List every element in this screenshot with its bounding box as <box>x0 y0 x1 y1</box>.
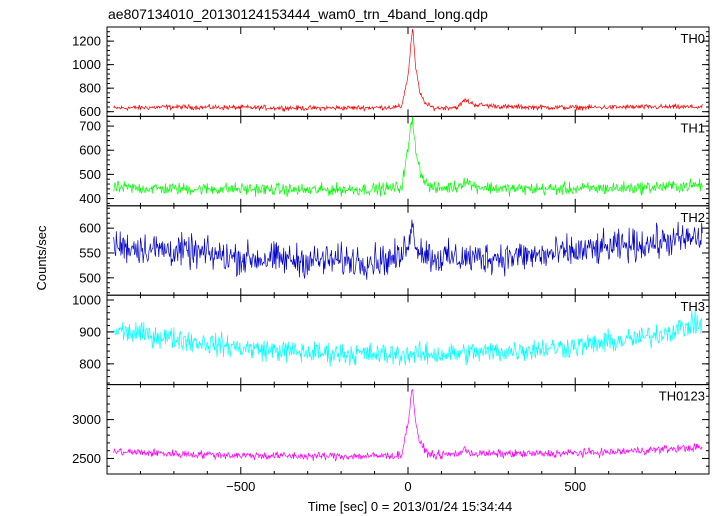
x-axis: −500 0 500 <box>226 479 586 494</box>
y-tick-label: 600 <box>79 104 101 119</box>
y-tick-label: 1200 <box>72 34 101 49</box>
y-tick-label: 3000 <box>72 412 101 427</box>
panel-th1: 400 500 600 700 TH1 <box>79 115 710 207</box>
panel-frame <box>106 115 710 207</box>
x-tick-label: −500 <box>226 479 255 494</box>
y-tick-label: 400 <box>79 191 101 206</box>
panel-label-th1: TH1 <box>680 120 705 135</box>
panel-label-th0123: TH0123 <box>659 389 705 404</box>
panel-frame <box>106 26 710 117</box>
panel-label-th2: TH2 <box>680 210 705 225</box>
y-tick-label: 500 <box>79 270 101 285</box>
series-line-th2 <box>113 219 703 280</box>
series-line-th0 <box>113 29 703 113</box>
panel-th0: 600 800 1000 1200 TH0 <box>72 26 710 119</box>
y-tick-label: 500 <box>79 167 101 182</box>
y-tick-label: 1000 <box>72 292 101 307</box>
y-tick-label: 900 <box>79 324 101 339</box>
y-tick-label: 550 <box>79 245 101 260</box>
y-tick-label: 600 <box>79 221 101 236</box>
x-tick-label: 0 <box>404 479 411 494</box>
y-tick-label: 600 <box>79 143 101 158</box>
panel-label-th3: TH3 <box>680 299 705 314</box>
series-line-th3 <box>113 309 703 367</box>
x-tick-label: 500 <box>564 479 586 494</box>
y-tick-label: 800 <box>79 356 101 371</box>
chart-title: ae807134010_20130124153444_wam0_trn_4ban… <box>108 6 488 22</box>
y-tick-label: 700 <box>79 119 101 134</box>
panel-th0123: 2500 3000 TH0123 <box>72 384 710 475</box>
panel-th3: 800 900 1000 TH3 <box>72 292 710 386</box>
panel-label-th0: TH0 <box>680 31 705 46</box>
y-tick-label: 1000 <box>72 57 101 72</box>
y-tick-label: 800 <box>79 81 101 96</box>
panel-frame <box>106 384 710 475</box>
series-line-th1 <box>113 116 703 198</box>
series-line-th0123 <box>113 389 703 462</box>
y-tick-label: 2500 <box>72 451 101 466</box>
x-axis-label: Time [sec] 0 = 2013/01/24 15:34:44 <box>308 499 512 514</box>
panel-th2: 500 550 600 TH2 <box>79 205 710 296</box>
y-axis-label: Counts/sec <box>34 225 49 291</box>
panel-frame <box>106 205 710 296</box>
